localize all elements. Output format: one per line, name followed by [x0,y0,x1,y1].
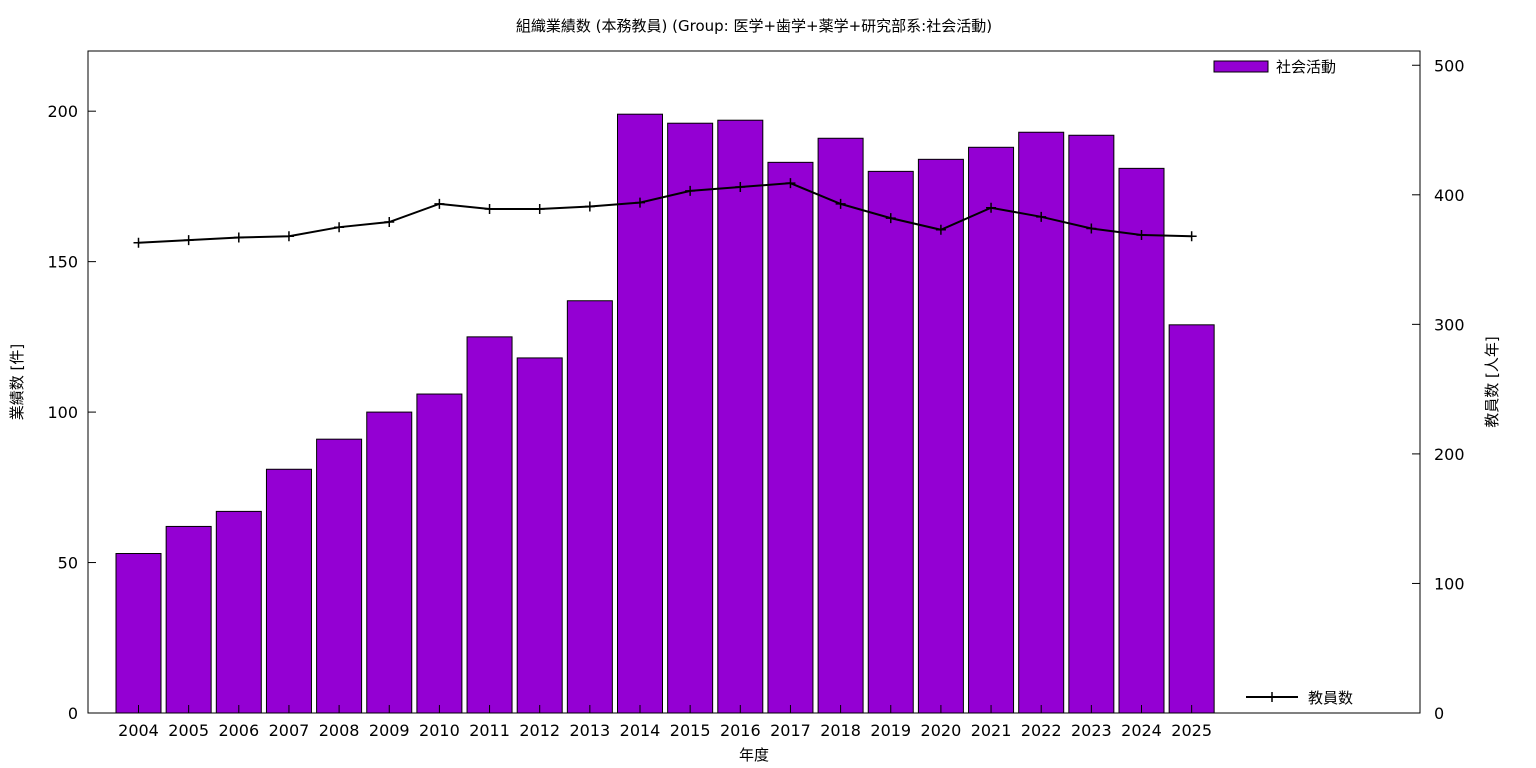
line-series [138,182,1192,244]
point-2006 [233,232,244,243]
x-tick-label: 2011 [469,721,510,740]
bar-2012 [516,357,563,714]
x-tick-label: 2022 [1021,721,1062,740]
x-tick-label: 2010 [419,721,460,740]
chart-title: 組織業績数 (本務教員) (Group: 医学+歯学+薬学+研究部系:社会活動) [516,17,992,35]
legend-line-label: 教員数 [1308,689,1353,707]
bar-2024 [1118,167,1165,714]
x-tick-label: 2005 [168,721,209,740]
y-tick-label: 100 [47,403,78,422]
point-2017 [785,178,796,189]
legend-bar-swatch [1213,60,1269,73]
bar-2006 [215,510,262,714]
point-2008 [334,222,345,233]
y-tick-label: 150 [47,253,78,272]
y-tick-label: 50 [58,554,78,573]
x-tick-label: 2007 [269,721,310,740]
bar-2007 [265,468,312,714]
x-tick-label: 2021 [971,721,1012,740]
x-tick-label: 2017 [770,721,811,740]
point-2022 [1036,211,1047,222]
x-tick-label: 2024 [1121,721,1162,740]
x-tick-label: 2018 [820,721,861,740]
x-tick-label: 2016 [720,721,761,740]
legend-bar-label: 社会活動 [1276,58,1336,76]
x-tick-label: 2008 [319,721,360,740]
y2-tick-label: 100 [1434,574,1465,593]
bar-2015 [667,122,714,714]
x-tick-label: 2015 [670,721,711,740]
bar-2025 [1168,324,1215,714]
point-2010 [434,198,445,209]
y2-tick-label: 0 [1434,704,1444,723]
point-2016 [735,182,746,193]
x-tick-label: 2019 [870,721,911,740]
point-2021 [986,202,997,213]
plot-frame [87,50,1421,714]
bar-2018 [817,137,864,714]
bar-2016 [717,119,764,714]
point-2012 [534,204,545,215]
x-tick-label: 2014 [620,721,661,740]
x-tick-label: 2013 [569,721,610,740]
bar-2014 [617,113,663,714]
legend-line: 教員数 [1246,689,1353,707]
point-2025 [1186,231,1197,242]
bar-2004 [115,553,162,714]
x-tick-label: 2009 [369,721,410,740]
point-2018 [835,198,846,209]
point-2014 [635,197,645,208]
bar-2022 [1018,131,1065,714]
bar-2011 [466,336,513,714]
y-tick-label: 200 [47,102,78,121]
point-2005 [183,235,194,246]
y2-tick-label: 400 [1434,186,1465,205]
point-2013 [584,201,595,212]
x-tick-label: 2004 [118,721,159,740]
y-tick-label: 0 [68,704,78,723]
x-tick-label: 2012 [519,721,560,740]
bar-2013 [566,300,613,714]
x-tick-label: 2023 [1071,721,1112,740]
bar-2008 [316,438,363,714]
bar-2020 [917,158,964,714]
y-axis-label: 業績数 [件] [8,344,26,420]
point-2024 [1136,229,1147,240]
point-2007 [283,231,294,242]
y2-tick-label: 200 [1434,445,1465,464]
point-2023 [1086,223,1097,234]
point-2004 [133,237,144,248]
bar-2010 [416,393,463,714]
x-axis-label: 年度 [739,746,769,764]
legend-bar: 社会活動 [1213,58,1336,76]
bar-2021 [968,146,1015,714]
x-tick-label: 2025 [1171,721,1212,740]
x-tick-label: 2006 [218,721,259,740]
bar-2005 [165,525,212,714]
point-2019 [885,213,896,224]
y2-tick-label: 300 [1434,315,1465,334]
point-2009 [384,217,395,228]
bar-2023 [1068,134,1115,714]
point-2020 [935,224,946,235]
point-2015 [685,185,696,196]
point-2011 [484,204,495,215]
bar-2009 [366,411,413,714]
bar-2019 [867,170,914,714]
x-tick-label: 2020 [921,721,962,740]
y2-axis-label: 教員数 [人年] [1483,336,1501,427]
y2-tick-label: 500 [1434,56,1465,75]
bar-2017 [767,161,814,714]
